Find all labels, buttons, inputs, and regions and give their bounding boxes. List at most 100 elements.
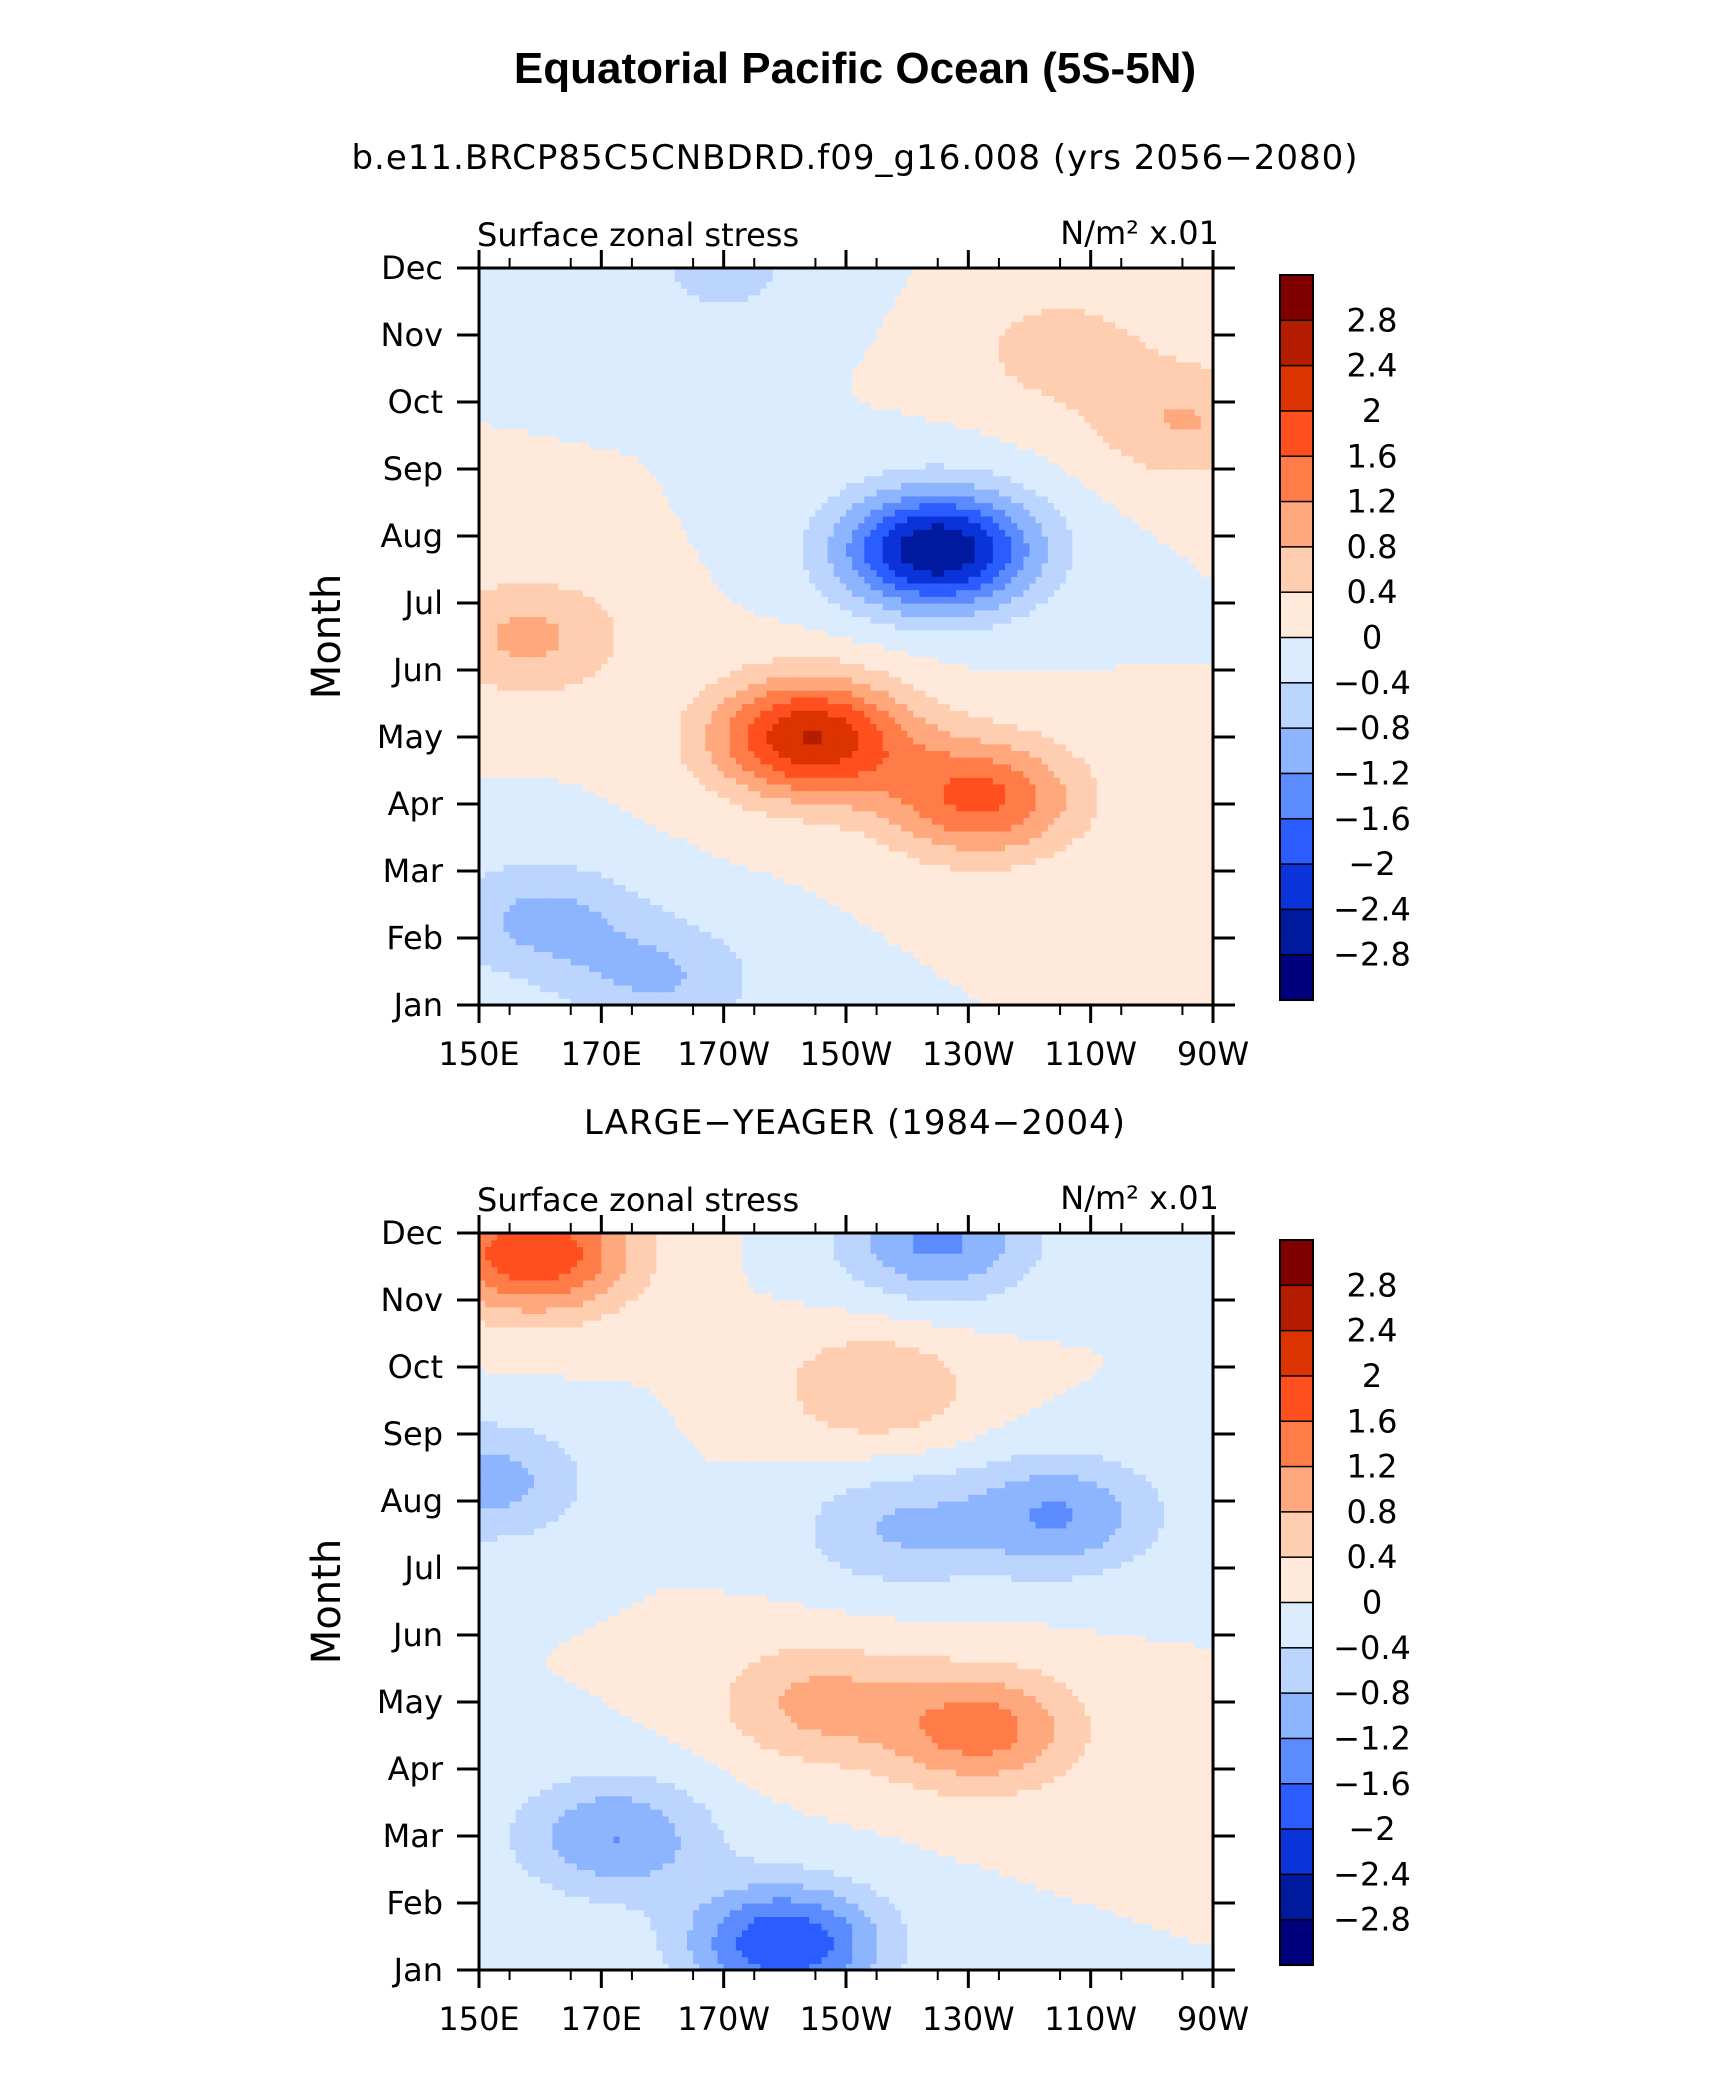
heatmap-cell (962, 864, 969, 872)
heatmap-cell (546, 804, 553, 812)
heatmap-cell (582, 824, 590, 832)
heatmap-cell (1023, 817, 1031, 825)
heatmap-cell (711, 998, 719, 1006)
heatmap-cell (686, 877, 694, 885)
heatmap-cell (1090, 991, 1098, 999)
heatmap-cell (968, 790, 976, 798)
heatmap-cell (1005, 998, 1012, 1006)
heatmap-cell (925, 757, 933, 765)
heatmap-cell (705, 737, 713, 745)
heatmap-cell (1084, 824, 1092, 832)
heatmap-cell (619, 877, 627, 885)
heatmap-cell (1170, 804, 1177, 812)
heatmap-cell (1139, 978, 1147, 986)
heatmap-cell (1176, 978, 1184, 986)
heatmap-cell (693, 743, 700, 751)
heatmap-cell (576, 911, 584, 919)
heatmap-cell (723, 891, 731, 899)
heatmap-cell (650, 730, 657, 738)
heatmap-cell (1164, 783, 1171, 792)
heatmap-cell (1084, 991, 1092, 999)
heatmap-cell (882, 884, 890, 892)
heatmap-cell (949, 864, 957, 872)
heatmap-cell (846, 871, 853, 879)
heatmap-cell (619, 978, 627, 986)
heatmap-cell (546, 917, 553, 926)
heatmap-cell (515, 877, 523, 885)
heatmap-cell (479, 938, 486, 946)
heatmap-cell (1047, 978, 1055, 986)
heatmap-cell (1109, 971, 1116, 979)
heatmap-cell (631, 804, 639, 812)
heatmap-cell (527, 917, 535, 926)
heatmap-cell (888, 964, 896, 973)
heatmap-cell (1176, 763, 1184, 772)
heatmap-cell (888, 857, 896, 865)
heatmap-cell (852, 984, 859, 993)
heatmap-cell (662, 857, 670, 865)
heatmap-cell (613, 891, 621, 899)
heatmap-cell (552, 998, 560, 1006)
heatmap-cell (1164, 951, 1171, 959)
heatmap-cell (674, 897, 682, 906)
heatmap-cell (1005, 850, 1012, 859)
heatmap-cell (619, 743, 627, 751)
heatmap-cell (1053, 884, 1061, 892)
heatmap-cell (1109, 763, 1116, 772)
heatmap-cell (925, 723, 933, 731)
heatmap-cell (1053, 971, 1061, 979)
heatmap-cell (956, 757, 963, 765)
heatmap-cell (1133, 850, 1141, 859)
heatmap-cell (1200, 783, 1208, 792)
heatmap-cell (913, 804, 920, 812)
heatmap-cell (760, 817, 768, 825)
heatmap-cell (1096, 857, 1104, 865)
heatmap-cell (650, 824, 657, 832)
heatmap-cell (1084, 897, 1092, 906)
heatmap-cell (638, 824, 645, 832)
heatmap-cell (564, 830, 572, 839)
heatmap-cell (601, 810, 609, 818)
heatmap-cell (662, 743, 670, 751)
heatmap-cell (497, 944, 505, 952)
heatmap-cell (527, 850, 535, 859)
heatmap-cell (656, 730, 664, 738)
heatmap-cell (1096, 830, 1104, 839)
heatmap-cell (1206, 991, 1214, 999)
heatmap-cell (570, 904, 578, 912)
heatmap-cell (919, 958, 927, 966)
heatmap-cell (1084, 830, 1092, 839)
heatmap-cell (772, 777, 780, 785)
heatmap-cell (1115, 911, 1122, 919)
heatmap-cell (650, 817, 657, 825)
heatmap-cell (534, 770, 541, 778)
heatmap-cell (815, 877, 823, 885)
heatmap-cell (864, 951, 872, 959)
heatmap-cell (992, 991, 1000, 999)
heatmap-cell (497, 978, 505, 986)
heatmap-cell (852, 797, 859, 805)
heatmap-cell (772, 998, 780, 1006)
heatmap-cell (1060, 917, 1067, 926)
heatmap-cell (1072, 743, 1080, 751)
heatmap-cell (949, 951, 957, 959)
heatmap-cell (876, 951, 884, 959)
heatmap-cell (576, 783, 584, 792)
heatmap-cell (962, 757, 969, 765)
heatmap-cell (925, 777, 933, 785)
heatmap-cell (1096, 917, 1104, 926)
heatmap-cell (772, 938, 780, 946)
heatmap-cell (760, 743, 768, 751)
heatmap-cell (1011, 998, 1018, 1006)
heatmap-cell (894, 743, 902, 751)
heatmap-cell (894, 871, 902, 879)
heatmap-cell (674, 978, 682, 986)
heatmap-cell (980, 871, 988, 879)
heatmap-cell (778, 944, 786, 952)
heatmap-cell (839, 891, 847, 899)
heatmap-cell (625, 804, 633, 812)
heatmap-cell (809, 877, 817, 885)
heatmap-cell (809, 891, 817, 899)
heatmap-cell (717, 998, 725, 1006)
heatmap-cell (1127, 797, 1135, 805)
